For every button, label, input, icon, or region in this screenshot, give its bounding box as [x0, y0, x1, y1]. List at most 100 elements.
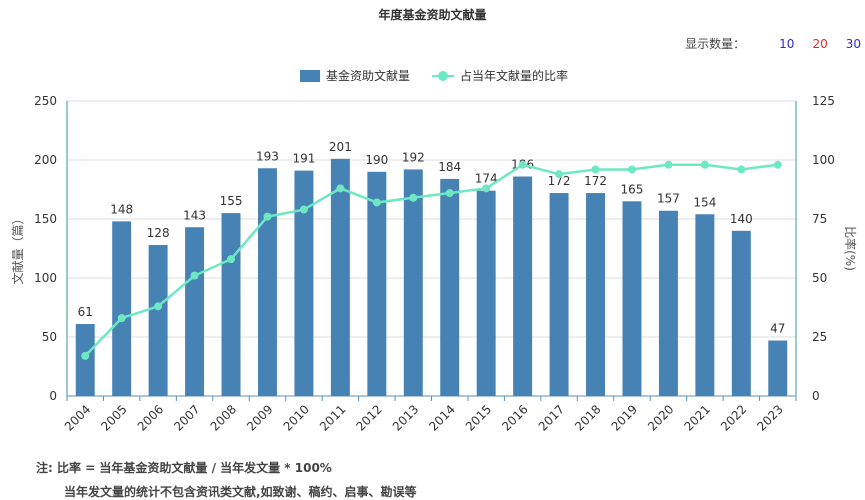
bar-value-label: 148: [110, 202, 133, 216]
count-option-30[interactable]: 30: [845, 36, 861, 51]
y-right-tick-label: 0: [812, 389, 820, 403]
x-tick-label: 2007: [171, 402, 202, 433]
bar-value-label: 61: [78, 305, 93, 319]
bar-value-label: 155: [220, 194, 243, 208]
bar: [476, 190, 496, 396]
chart-plot: 0 50 100 150 200 250 0 25 50 75 100 125 61 148 128 143 1…: [10, 94, 858, 434]
bar: [440, 178, 460, 396]
y-right-axis-title: 比率(%): [843, 226, 858, 271]
x-tick-label: 2021: [681, 402, 712, 433]
y-left-axis-title: 文献量（篇）: [10, 212, 25, 284]
bar-value-label: 157: [657, 192, 680, 206]
display-count-selector: 显示数量： 10 20 30: [685, 35, 861, 52]
ratio-point: [336, 184, 345, 193]
y-left-tick-label: 50: [42, 330, 57, 344]
bar-value-label: 193: [256, 149, 279, 163]
display-count-label: 显示数量：: [685, 37, 746, 51]
bar-value-label: 172: [548, 174, 571, 188]
y-left-tick-label: 200: [34, 153, 57, 167]
chart-title: 年度基金资助文献量: [378, 8, 487, 22]
y-left-tick-label: 0: [49, 389, 57, 403]
y-left-tick-label: 250: [34, 94, 57, 108]
ratio-point: [299, 205, 308, 214]
ratio-point: [773, 160, 782, 169]
bar: [294, 170, 314, 396]
count-option-10[interactable]: 10: [779, 36, 795, 51]
ratio-line: [84, 163, 778, 357]
bar: [148, 244, 168, 396]
bar: [731, 230, 751, 396]
bar-value-label: 191: [292, 152, 315, 166]
bar-value-label: 192: [402, 150, 425, 164]
bar-value-label: 140: [730, 212, 753, 226]
ratio-point: [664, 160, 673, 169]
bar-value-label: 201: [329, 140, 352, 154]
legend-line-swatch: [432, 70, 455, 82]
bar: [112, 221, 132, 396]
x-tick-label: 2006: [135, 402, 166, 433]
bar: [257, 168, 277, 396]
note-ratio-formula: 注: 比率 = 当年基金资助文献量 / 当年发文量 * 100%: [36, 461, 332, 475]
y-left-tick-label: 100: [34, 271, 57, 285]
legend-item-bar[interactable]: 基金资助文献量: [300, 67, 410, 84]
ratio-point: [591, 165, 600, 174]
bar: [549, 193, 569, 396]
y-right-tick-label: 50: [812, 271, 827, 285]
y-right-tick-label: 25: [812, 330, 827, 344]
bar: [622, 201, 642, 396]
x-tick-label: 2014: [426, 402, 457, 433]
x-tick-label: 2005: [98, 402, 129, 433]
legend-line-label: 占当年文献量的比率: [460, 69, 569, 83]
x-tick-label: 2011: [317, 402, 348, 433]
note-exclusion: 当年发文量的统计不包含资讯类文献,如致谢、稿约、启事、勘误等: [64, 485, 417, 499]
ratio-point: [81, 351, 90, 360]
y-right-tick-label: 125: [812, 94, 835, 108]
x-tick-label: 2015: [463, 402, 494, 433]
bar: [367, 171, 387, 396]
bar-value-label: 174: [475, 172, 498, 186]
x-tick-label: 2019: [609, 402, 640, 433]
y-right-tick-label: 75: [812, 212, 827, 226]
ratio-point: [518, 160, 527, 169]
ratio-point: [117, 314, 126, 323]
bar-value-label: 128: [147, 226, 170, 240]
x-tick-label: 2008: [208, 402, 239, 433]
ratio-point: [482, 184, 491, 193]
y-right-tick-label: 100: [812, 153, 835, 167]
x-tick-label: 2013: [390, 402, 421, 433]
bar: [768, 340, 788, 396]
ratio-point: [700, 160, 709, 169]
bar: [658, 210, 678, 396]
x-tick-label: 2018: [572, 402, 603, 433]
count-option-20[interactable]: 20: [812, 36, 828, 51]
bar: [586, 193, 606, 396]
bar-value-label: 172: [584, 174, 607, 188]
bar: [221, 213, 241, 396]
x-tick-label: 2023: [754, 402, 785, 433]
ratio-point: [409, 193, 418, 202]
x-tick-label: 2016: [499, 402, 530, 433]
bar-value-label: 165: [621, 182, 644, 196]
ratio-point: [737, 165, 746, 174]
x-tick-label: 2012: [353, 402, 384, 433]
x-tick-label: 2010: [281, 402, 312, 433]
ratio-point: [190, 271, 199, 280]
ratio-point: [263, 212, 272, 221]
bar: [75, 324, 95, 396]
ratio-point: [227, 255, 236, 264]
chart-legend: 基金资助文献量 占当年文献量的比率: [300, 67, 590, 84]
bar-value-label: 47: [770, 322, 785, 336]
x-tick-label: 2004: [62, 402, 93, 433]
ratio-point: [372, 198, 381, 207]
bar-value-label: 184: [438, 160, 461, 174]
ratio-point: [627, 165, 636, 174]
legend-item-line[interactable]: 占当年文献量的比率: [432, 67, 568, 84]
ratio-point: [445, 189, 454, 198]
bar: [513, 176, 533, 396]
bar-value-label: 154: [693, 195, 716, 209]
ratio-point: [555, 170, 564, 179]
bar-value-label: 190: [365, 153, 388, 167]
bar: [330, 158, 350, 396]
bar: [695, 214, 715, 396]
y-left-tick-label: 150: [34, 212, 57, 226]
